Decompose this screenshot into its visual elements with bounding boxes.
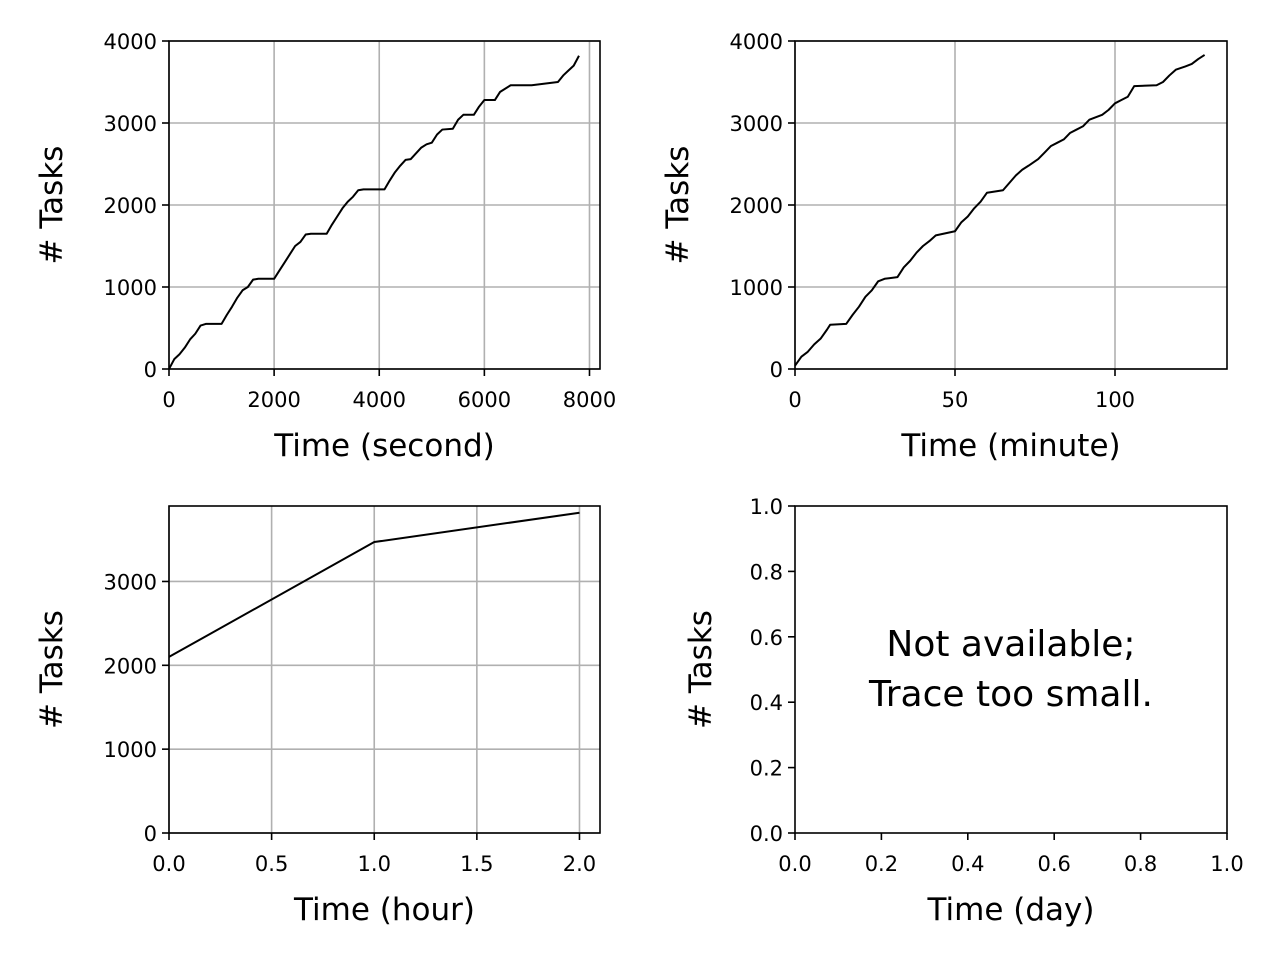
y-tick-label: 3000 (104, 570, 157, 594)
x-tick-label: 6000 (458, 388, 511, 412)
x-tick-label: 0.0 (152, 852, 185, 876)
x-axis-label: Time (minute) (900, 428, 1120, 464)
plot-frame (168, 505, 601, 834)
y-tick-label: 0 (770, 358, 783, 382)
y-axis-label: # Tasks (34, 610, 70, 729)
y-tick-label: 0 (144, 822, 157, 846)
y-tick-label: 1000 (104, 276, 157, 300)
x-tick-label: 8000 (563, 388, 616, 412)
x-tick-label: 50 (942, 388, 969, 412)
y-tick-label: 0.4 (750, 691, 783, 715)
y-tick-label: 0 (144, 358, 157, 382)
x-axis-label: Time (hour) (293, 892, 475, 928)
x-tick-label: 4000 (353, 388, 406, 412)
y-tick-label: 0.6 (750, 626, 783, 650)
x-axis-label: Time (day) (927, 892, 1095, 928)
x-tick-label: 0 (788, 388, 801, 412)
y-tick-label: 4000 (104, 30, 157, 54)
y-tick-label: 0.8 (750, 560, 783, 584)
y-tick-label: 2000 (730, 194, 783, 218)
y-tick-label: 1000 (104, 738, 157, 762)
y-tick-label: 3000 (104, 112, 157, 136)
y-tick-label: 1.0 (750, 495, 783, 519)
y-axis-label: # Tasks (683, 610, 719, 729)
x-tick-label: 100 (1095, 388, 1135, 412)
y-tick-label: 4000 (730, 30, 783, 54)
y-tick-label: 1000 (730, 276, 783, 300)
y-axis-label: # Tasks (34, 146, 70, 265)
series-line-1 (794, 54, 1206, 367)
y-tick-label: 0.0 (750, 822, 783, 846)
series-line-1 (168, 511, 580, 658)
x-tick-label: 0.0 (778, 852, 811, 876)
chart-panel-4: 0.0 0.2 0.4 0.6 0.8 1.0 0.0 0.2 0.4 0.6 0.8 1.0 Time… (683, 495, 1244, 928)
plot-frame (794, 505, 1228, 834)
x-tick-label: 2.0 (563, 852, 596, 876)
x-tick-label: 0.2 (865, 852, 898, 876)
x-tick-label: 0 (162, 388, 175, 412)
y-axis-label: # Tasks (660, 146, 696, 265)
not-available-note: Trace too small. (868, 674, 1153, 715)
x-tick-label: 2000 (247, 388, 300, 412)
y-tick-label: 2000 (104, 654, 157, 678)
y-tick-label: 2000 (104, 194, 157, 218)
chart-panel-1: 0 2000 4000 6000 8000 0 1000 2000 3000 4000 Time (… (34, 30, 616, 464)
y-tick-label: 3000 (730, 112, 783, 136)
x-tick-label: 0.6 (1037, 852, 1070, 876)
x-tick-label: 0.5 (255, 852, 288, 876)
x-tick-label: 1.5 (460, 852, 493, 876)
not-available-note: Not available; (886, 624, 1135, 665)
x-tick-label: 1.0 (358, 852, 391, 876)
y-tick-label: 0.2 (750, 757, 783, 781)
chart-panel-3: 0.0 0.5 1.0 1.5 2.0 0 1000 2000 3000 Time (hour) #… (34, 505, 601, 928)
x-tick-label: 0.8 (1124, 852, 1157, 876)
x-tick-label: 0.4 (951, 852, 984, 876)
x-axis-label: Time (second) (273, 428, 494, 464)
series-line-1 (168, 55, 580, 370)
x-tick-label: 1.0 (1210, 852, 1243, 876)
